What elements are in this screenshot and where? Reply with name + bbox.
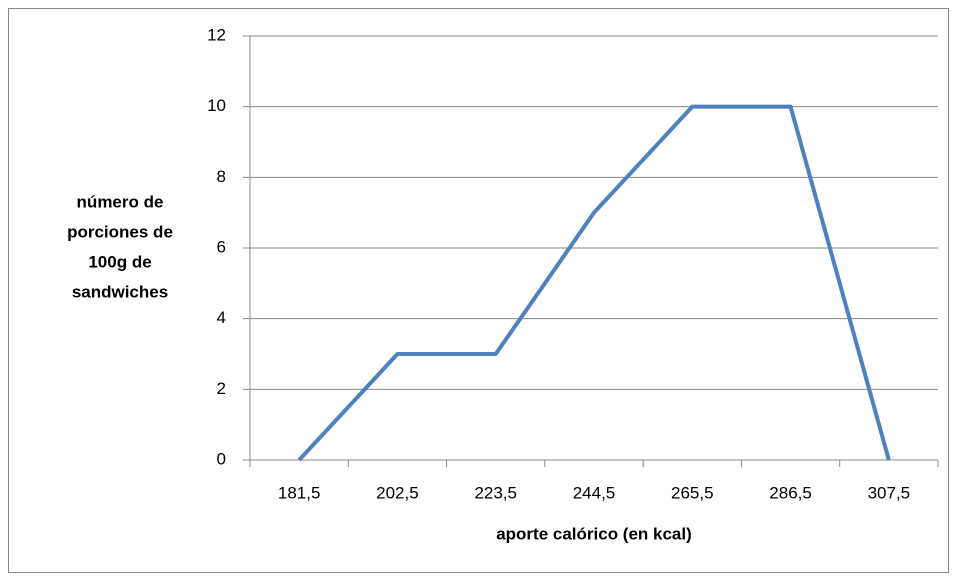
y-tick-label: 8 — [217, 167, 226, 186]
y-tick-label: 4 — [217, 308, 226, 327]
x-tick-label: 307,5 — [868, 483, 911, 502]
y-tick-label: 12 — [207, 25, 226, 44]
y-axis-label: sandwiches — [72, 282, 168, 301]
y-axis-label: porciones de — [67, 222, 173, 241]
y-tick-label: 10 — [207, 96, 226, 115]
y-tick-label: 0 — [217, 449, 226, 468]
x-tick-label: 286,5 — [769, 483, 812, 502]
y-axis-label: 100g de — [88, 252, 151, 271]
x-tick-label: 244,5 — [573, 483, 616, 502]
x-axis-label: aporte calórico (en kcal) — [496, 524, 692, 543]
chart-frame — [8, 8, 949, 573]
x-tick-label: 181,5 — [278, 483, 321, 502]
x-tick-label: 265,5 — [671, 483, 714, 502]
y-tick-label: 6 — [217, 237, 226, 256]
x-tick-label: 223,5 — [474, 483, 517, 502]
y-tick-label: 2 — [217, 379, 226, 398]
data-line — [297, 104, 891, 462]
y-axis-label: número de — [77, 192, 164, 211]
x-tick-label: 202,5 — [376, 483, 419, 502]
